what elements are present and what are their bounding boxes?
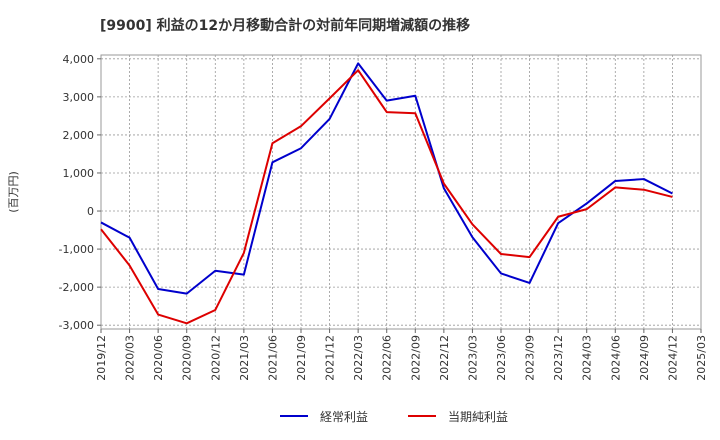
series-2-point bbox=[528, 256, 530, 258]
x-tick-label: 2023/12 bbox=[552, 335, 565, 381]
series-2-point bbox=[643, 189, 645, 191]
series-2-point bbox=[300, 125, 302, 127]
plot-frame bbox=[100, 54, 702, 330]
series-1-point bbox=[643, 178, 645, 180]
series-1-point bbox=[100, 221, 102, 223]
chart-title: [9900] 利益の12か月移動合計の対前年同期増減額の推移 bbox=[100, 17, 470, 34]
y-tick-label: 4,000 bbox=[63, 53, 95, 66]
series-1-point bbox=[386, 99, 388, 101]
series-2-point bbox=[386, 111, 388, 113]
legend: 経常利益 当期純利益 bbox=[280, 410, 508, 424]
x-tick-label: 2021/09 bbox=[295, 335, 308, 381]
series-1-point bbox=[557, 222, 559, 224]
series-line-1 bbox=[100, 62, 673, 295]
x-tick-label: 2023/06 bbox=[495, 335, 508, 381]
series-2-point bbox=[186, 322, 188, 324]
series-2-point bbox=[214, 309, 216, 311]
x-tick-label: 2023/09 bbox=[524, 335, 537, 381]
y-tick-label: -3,000 bbox=[59, 319, 94, 332]
series-line-2 bbox=[100, 69, 673, 325]
y-axis-label: (百万円) bbox=[7, 171, 20, 213]
x-tick-label: 2021/06 bbox=[266, 335, 279, 381]
y-tick-label: -2,000 bbox=[59, 281, 94, 294]
x-tick-label: 2020/09 bbox=[181, 335, 194, 381]
x-tick-label: 2024/06 bbox=[609, 335, 622, 381]
legend-label-1: 経常利益 bbox=[320, 410, 368, 424]
series-1-point bbox=[157, 288, 159, 290]
series-1-point bbox=[328, 118, 330, 120]
series-1-point bbox=[128, 236, 130, 238]
y-tick-label: 1,000 bbox=[63, 167, 95, 180]
x-tick-label: 2024/12 bbox=[666, 335, 679, 381]
x-tick-label: 2020/03 bbox=[124, 335, 137, 381]
x-tick-label: 2024/03 bbox=[581, 335, 594, 381]
series-2-point bbox=[471, 223, 473, 225]
series-1-point bbox=[443, 187, 445, 189]
series-1-point bbox=[500, 272, 502, 274]
series-1-point bbox=[586, 202, 588, 204]
grid bbox=[101, 55, 701, 329]
series-1-point bbox=[243, 273, 245, 275]
x-axis: 2019/12 2020/03 2020/06 2020/09 2020/12 2021/… bbox=[95, 329, 708, 381]
x-tick-label: 2022/06 bbox=[381, 335, 394, 381]
y-tick-label: 3,000 bbox=[63, 91, 95, 104]
x-tick-label: 2022/03 bbox=[352, 335, 365, 381]
series-2-point bbox=[557, 216, 559, 218]
y-axis: -3,000 -2,000 -1,000 0 1,000 2,000 3,000 4,000 bbox=[59, 53, 101, 332]
series-1-point bbox=[357, 62, 359, 64]
x-tick-label: 2019/12 bbox=[95, 335, 108, 381]
series-2-point bbox=[586, 208, 588, 210]
series-2-point bbox=[328, 97, 330, 99]
series-2-point bbox=[357, 69, 359, 71]
x-tick-label: 2020/06 bbox=[152, 335, 165, 381]
y-tick-label: 2,000 bbox=[63, 129, 95, 142]
series-1-point bbox=[186, 292, 188, 294]
series-2-point bbox=[128, 264, 130, 266]
series-2-point bbox=[243, 252, 245, 254]
y-tick-label: -1,000 bbox=[59, 243, 94, 256]
series-1-point bbox=[214, 270, 216, 272]
x-tick-label: 2020/12 bbox=[209, 335, 222, 381]
legend-label-2: 当期純利益 bbox=[448, 410, 508, 424]
series-1-point bbox=[471, 236, 473, 238]
x-tick-label: 2022/09 bbox=[409, 335, 422, 381]
series-2-point bbox=[671, 196, 673, 198]
series-2-point bbox=[100, 228, 102, 230]
series-2-point bbox=[157, 313, 159, 315]
y-tick-label: 0 bbox=[87, 205, 94, 218]
x-tick-label: 2021/12 bbox=[324, 335, 337, 381]
series-1-point bbox=[414, 95, 416, 97]
series-lines bbox=[100, 62, 673, 325]
x-tick-label: 2025/03 bbox=[695, 335, 708, 381]
series-1-point bbox=[671, 192, 673, 194]
series-1-point bbox=[300, 147, 302, 149]
x-tick-label: 2021/03 bbox=[238, 335, 251, 381]
x-tick-label: 2024/09 bbox=[638, 335, 651, 381]
series-2-point bbox=[443, 182, 445, 184]
series-2-point bbox=[271, 142, 273, 144]
series-2-point bbox=[500, 253, 502, 255]
series-2-point bbox=[614, 186, 616, 188]
series-1-point bbox=[271, 161, 273, 163]
series-1-point bbox=[528, 282, 530, 284]
x-tick-label: 2023/03 bbox=[466, 335, 479, 381]
series-1-point bbox=[614, 180, 616, 182]
series-2-point bbox=[414, 112, 416, 114]
x-tick-label: 2022/12 bbox=[438, 335, 451, 381]
